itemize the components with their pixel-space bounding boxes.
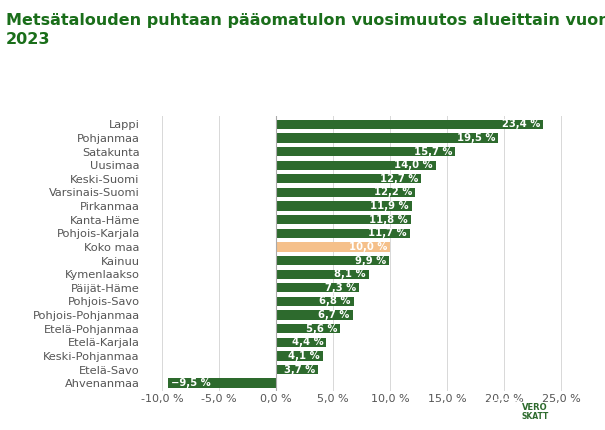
- Bar: [276, 160, 436, 170]
- Text: 4,1 %: 4,1 %: [289, 351, 320, 361]
- Text: Metsätalouden puhtaan pääomatulon vuosimuutos alueittain vuonna
2023: Metsätalouden puhtaan pääomatulon vuosim…: [6, 13, 605, 46]
- Bar: [276, 147, 455, 156]
- Bar: [276, 133, 499, 142]
- Text: 6,8 %: 6,8 %: [319, 296, 351, 307]
- Text: 12,2 %: 12,2 %: [374, 187, 413, 197]
- Bar: [276, 297, 354, 306]
- Text: 11,7 %: 11,7 %: [368, 228, 407, 238]
- Text: 14,0 %: 14,0 %: [394, 160, 433, 170]
- Bar: [276, 174, 421, 184]
- Bar: [276, 215, 411, 224]
- Text: 15,7 %: 15,7 %: [414, 147, 452, 157]
- Bar: [276, 338, 326, 347]
- Bar: [276, 365, 318, 374]
- Text: −9,5 %: −9,5 %: [171, 378, 211, 388]
- Bar: [276, 256, 389, 265]
- Text: 23,4 %: 23,4 %: [502, 119, 540, 129]
- Text: SKATT: SKATT: [522, 412, 549, 421]
- Bar: [276, 270, 368, 279]
- Bar: [276, 229, 410, 238]
- Bar: [276, 120, 543, 129]
- Text: 19,5 %: 19,5 %: [457, 133, 495, 143]
- Bar: [276, 201, 412, 211]
- Bar: [276, 188, 415, 197]
- Bar: [276, 324, 340, 333]
- Text: 5,6 %: 5,6 %: [306, 324, 337, 334]
- Text: 9,9 %: 9,9 %: [355, 255, 386, 265]
- Text: 11,8 %: 11,8 %: [369, 215, 408, 224]
- Bar: [276, 283, 359, 292]
- Text: 10,0 %: 10,0 %: [349, 242, 387, 252]
- Text: 12,7 %: 12,7 %: [380, 174, 418, 184]
- Text: 11,9 %: 11,9 %: [370, 201, 409, 211]
- Bar: [276, 351, 323, 360]
- Bar: [276, 242, 390, 252]
- Text: 6,7 %: 6,7 %: [318, 310, 350, 320]
- Text: 7,3 %: 7,3 %: [325, 283, 356, 293]
- Bar: [168, 378, 276, 388]
- Text: 8,1 %: 8,1 %: [334, 269, 365, 279]
- Text: 3,7 %: 3,7 %: [284, 365, 316, 375]
- Bar: [276, 310, 353, 319]
- Text: VERO: VERO: [522, 402, 547, 412]
- Text: 4,4 %: 4,4 %: [292, 337, 324, 347]
